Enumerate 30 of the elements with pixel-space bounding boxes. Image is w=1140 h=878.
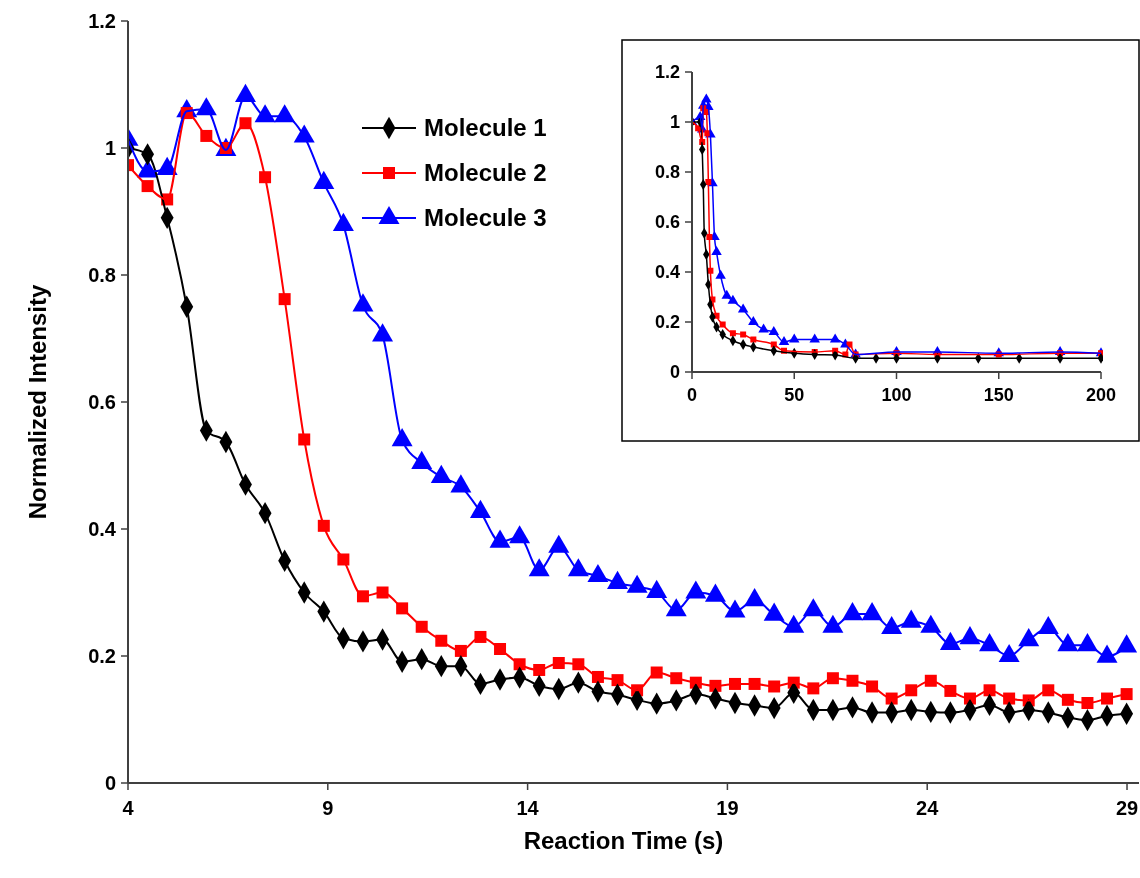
legend-label: Molecule 2	[424, 159, 547, 187]
y-tick-label: 0.2	[654, 312, 680, 333]
x-tick-label: 24	[916, 797, 940, 819]
y-tick-label: 0.8	[654, 162, 680, 183]
y-tick-label: 0.6	[88, 391, 116, 413]
x-tick-label: 4	[122, 797, 135, 819]
x-tick-label: 150	[983, 384, 1014, 405]
legend-label: Molecule 3	[424, 204, 547, 232]
y-tick-label: 1	[104, 137, 116, 159]
x-tick-label: 100	[881, 384, 912, 405]
x-tick-label: 19	[716, 797, 739, 819]
y-tick-label: 0	[669, 362, 680, 383]
x-tick-label: 29	[1115, 797, 1139, 819]
x-tick-label: 0	[686, 384, 698, 405]
y-tick-label: 0.4	[654, 262, 680, 283]
y-axis-title: Normalized Intensity	[24, 283, 51, 520]
x-tick-label: 50	[784, 384, 805, 405]
y-tick-label: 1.2	[88, 10, 116, 32]
y-tick-label: 0	[104, 772, 116, 794]
y-tick-label: 0.4	[88, 518, 117, 540]
x-tick-label: 9	[322, 797, 334, 819]
x-axis-title: Reaction Time (s)	[523, 827, 724, 854]
y-tick-label: 1	[669, 112, 680, 133]
y-tick-label: 0.2	[88, 645, 116, 667]
x-tick-label: 14	[516, 797, 540, 819]
y-tick-label: 0.6	[654, 212, 680, 233]
y-tick-label: 1.2	[654, 62, 680, 83]
x-tick-label: 200	[1085, 384, 1117, 405]
y-tick-label: 0.8	[88, 264, 116, 286]
legend-label: Molecule 1	[424, 114, 547, 142]
